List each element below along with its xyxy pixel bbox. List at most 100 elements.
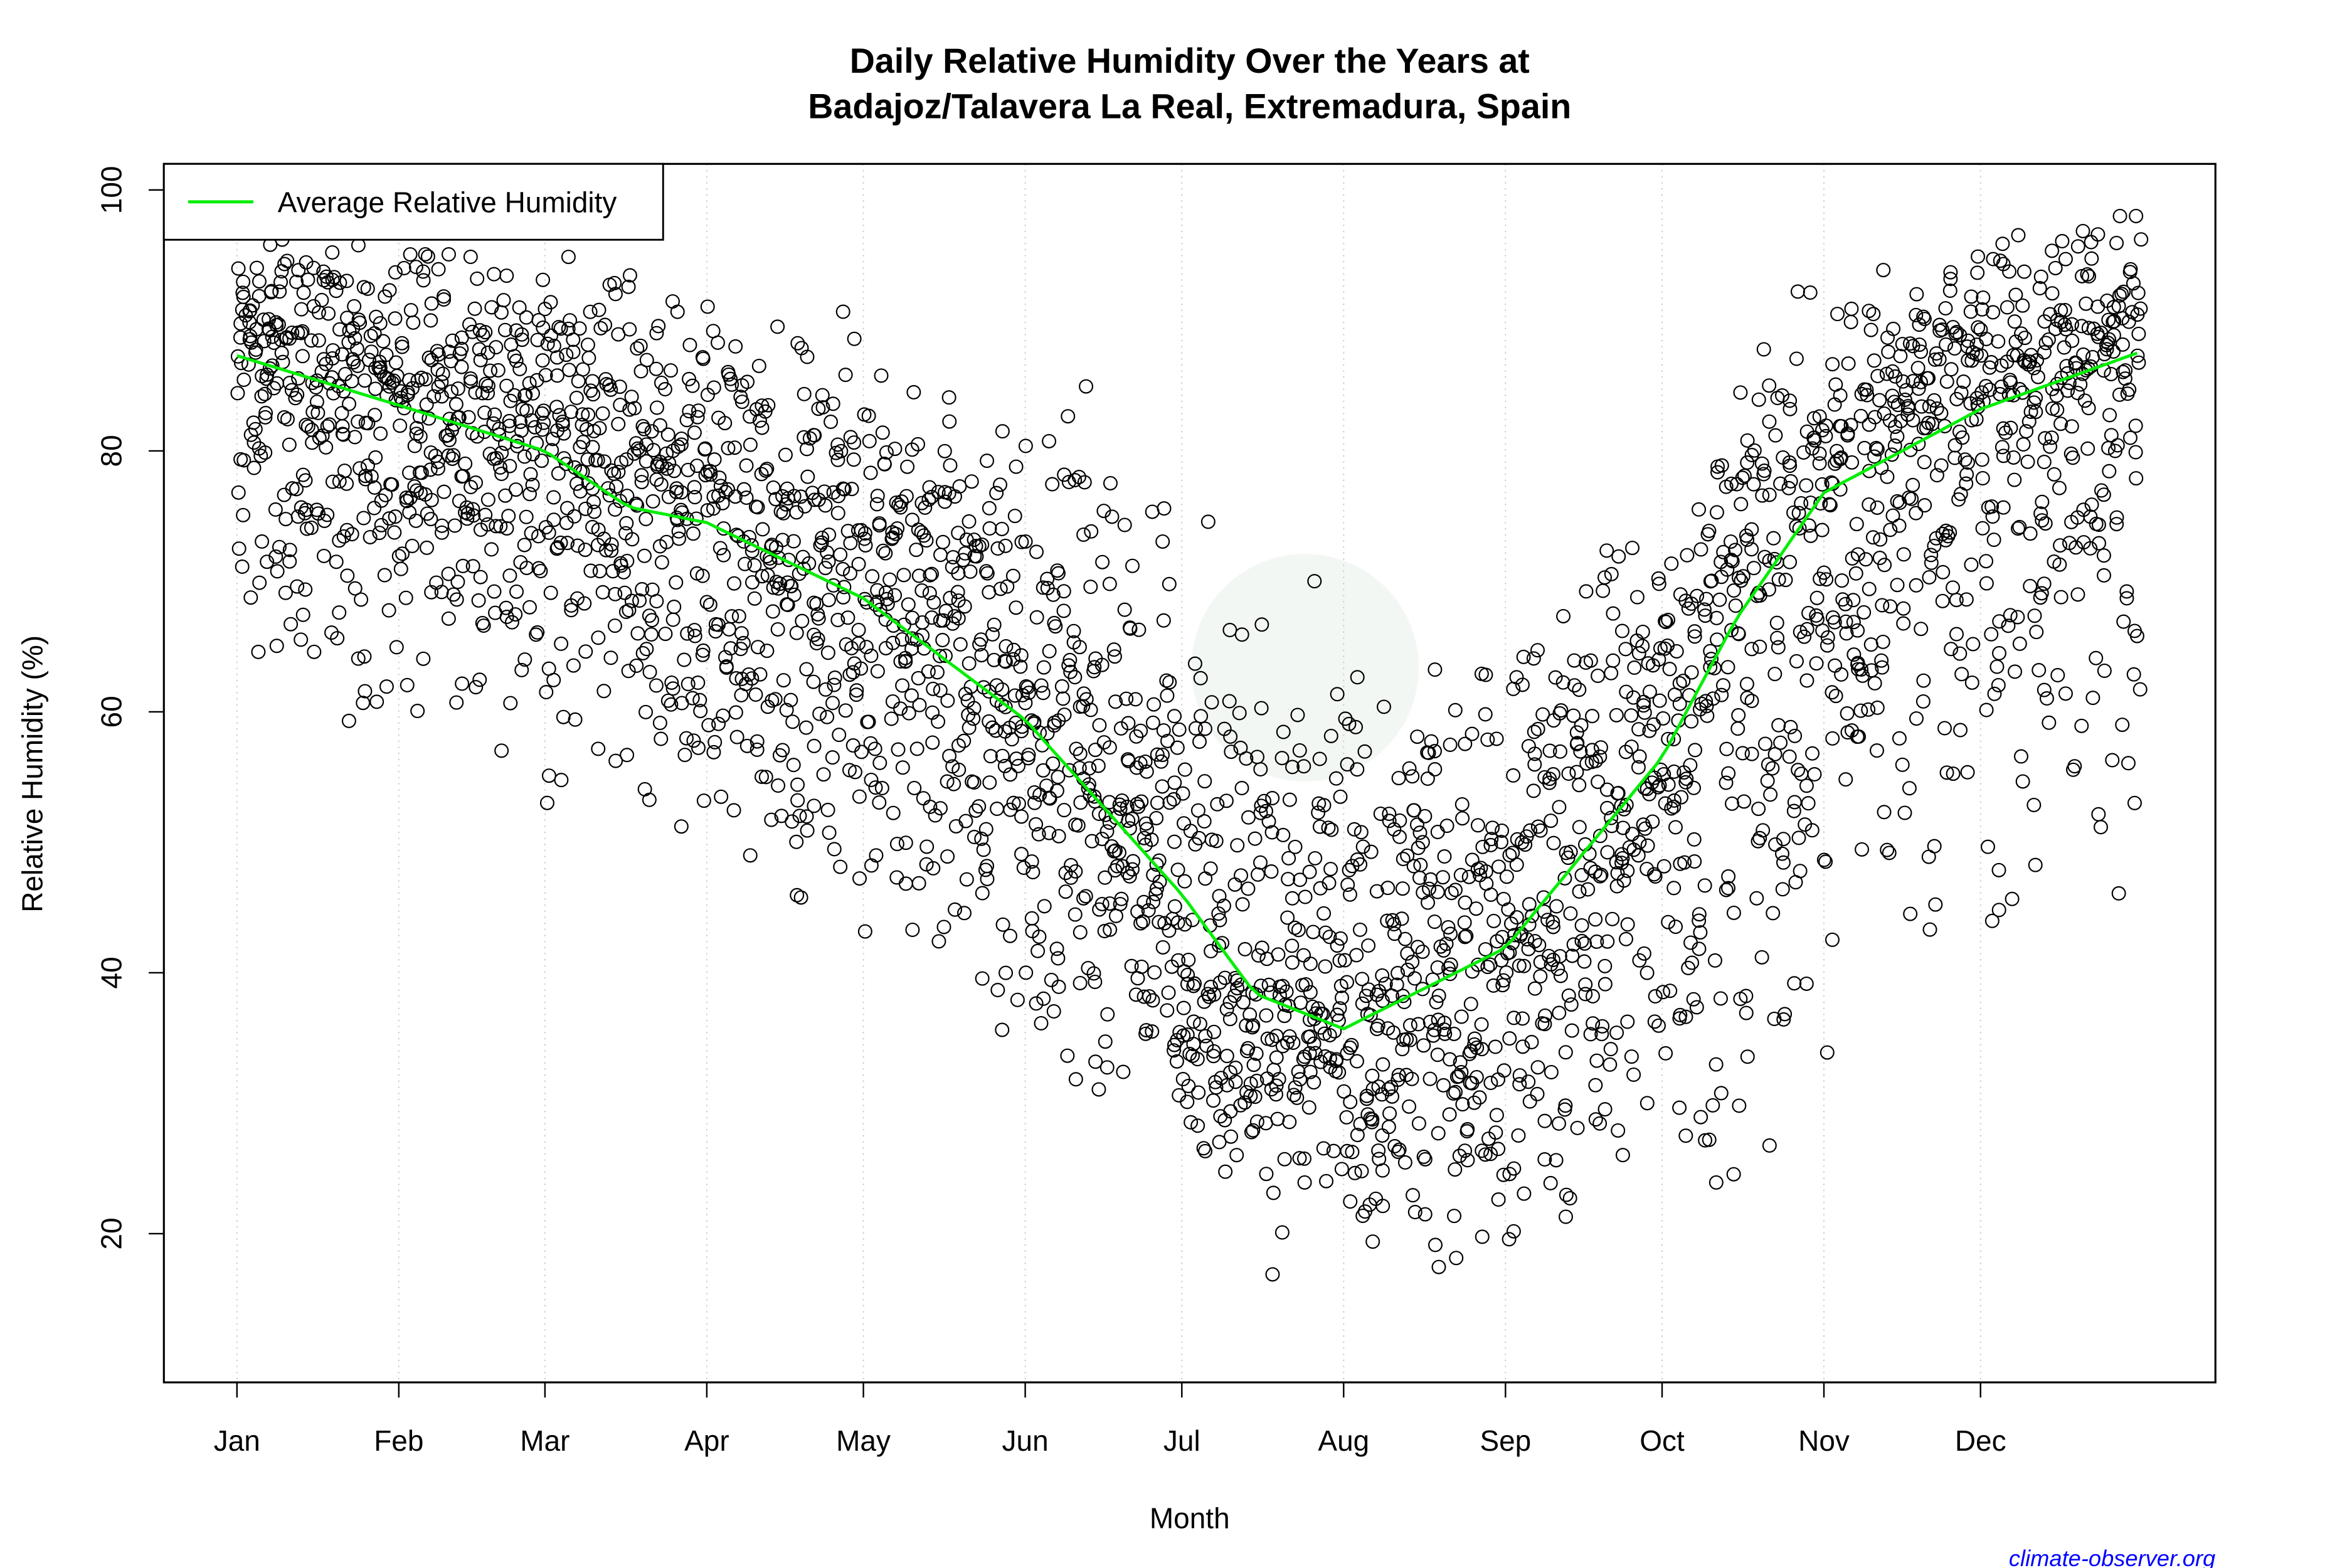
data-point xyxy=(1138,754,1153,769)
data-point xyxy=(416,651,431,666)
data-point xyxy=(1561,988,1576,1003)
data-point xyxy=(685,691,700,706)
data-point xyxy=(827,670,842,686)
data-point xyxy=(638,704,654,719)
data-point xyxy=(1335,990,1350,1005)
data-point xyxy=(2058,252,2073,267)
data-point xyxy=(580,452,595,467)
legend: Average Relative Humidity xyxy=(162,162,664,241)
x-tick-label: Dec xyxy=(1955,1424,2006,1457)
data-point xyxy=(1047,718,1062,733)
data-point xyxy=(1357,744,1372,759)
data-point xyxy=(398,590,413,605)
data-point xyxy=(304,520,319,535)
data-point xyxy=(517,449,532,464)
data-point xyxy=(1666,764,1682,779)
data-point xyxy=(943,458,958,473)
data-point xyxy=(844,482,859,497)
data-point xyxy=(1942,525,1957,540)
data-point xyxy=(504,615,519,630)
data-point xyxy=(894,632,909,647)
data-point xyxy=(1375,1057,1391,1072)
data-point xyxy=(1185,1048,1200,1063)
data-point xyxy=(489,519,504,534)
data-point xyxy=(510,438,525,453)
data-point xyxy=(1581,882,1596,897)
data-point xyxy=(620,489,635,504)
data-point xyxy=(2076,347,2091,362)
data-point xyxy=(972,539,987,554)
data-point xyxy=(1560,850,1576,866)
data-point xyxy=(1566,937,1581,952)
data-point xyxy=(914,615,930,630)
data-point xyxy=(1845,455,1860,470)
data-point xyxy=(1765,761,1780,776)
data-point xyxy=(1402,761,1417,776)
data-point xyxy=(2052,557,2067,572)
data-point xyxy=(549,368,564,383)
data-point xyxy=(1478,942,1493,957)
data-point xyxy=(1249,1046,1264,1061)
data-point xyxy=(1067,670,1083,685)
data-point xyxy=(1290,707,1305,723)
data-point xyxy=(2082,269,2097,284)
data-point xyxy=(867,741,882,756)
data-point xyxy=(1448,1084,1463,1099)
data-point xyxy=(1564,1023,1579,1038)
data-point xyxy=(686,526,701,541)
data-point xyxy=(1249,1114,1264,1129)
data-point xyxy=(1876,263,1891,278)
data-point xyxy=(1382,813,1397,829)
data-point xyxy=(734,626,749,641)
data-point xyxy=(1381,1082,1396,1097)
data-point xyxy=(529,627,544,642)
data-point xyxy=(1774,846,1789,861)
data-point xyxy=(1100,1007,1115,1022)
data-point xyxy=(1152,874,1167,889)
data-point xyxy=(2115,718,2130,733)
data-point xyxy=(386,373,401,388)
data-point xyxy=(1910,361,1926,376)
data-point xyxy=(816,767,831,782)
data-point xyxy=(556,426,571,441)
data-point xyxy=(564,603,579,618)
data-point xyxy=(1411,1116,1426,1131)
credit-link[interactable]: climate-observer.org xyxy=(2009,1545,2215,1568)
data-point xyxy=(1975,521,1990,536)
data-point xyxy=(420,249,435,264)
data-point xyxy=(1375,1199,1391,1214)
data-point xyxy=(1631,760,1646,775)
data-point xyxy=(1578,977,1593,992)
data-point xyxy=(1032,930,1047,945)
data-point xyxy=(2006,450,2021,465)
data-point xyxy=(1822,497,1837,512)
data-point xyxy=(502,458,517,474)
data-point xyxy=(1880,842,1895,857)
data-point xyxy=(835,561,850,576)
data-point xyxy=(861,714,876,729)
data-point xyxy=(282,554,297,569)
data-point xyxy=(2064,419,2079,434)
data-point xyxy=(273,275,289,290)
data-point xyxy=(464,480,479,495)
data-point xyxy=(2126,667,2141,682)
data-point xyxy=(1485,820,1500,835)
data-point xyxy=(1155,534,1170,549)
data-point xyxy=(1021,686,1036,701)
data-point xyxy=(1526,783,1541,798)
data-point xyxy=(1073,924,1088,940)
data-point xyxy=(1719,882,1734,898)
data-point xyxy=(790,793,805,808)
data-point xyxy=(906,384,921,400)
data-point xyxy=(750,734,765,749)
data-point xyxy=(1198,1143,1213,1158)
x-axis: Jan Feb Mar Apr May Jun Jul Aug Sep Oct Nov Dec xyxy=(214,1381,2006,1457)
data-point xyxy=(1631,722,1646,737)
data-point xyxy=(1651,780,1666,795)
data-point xyxy=(391,549,406,564)
data-point xyxy=(1921,371,1936,386)
data-point xyxy=(1207,987,1222,1002)
data-point xyxy=(771,778,786,793)
data-point xyxy=(789,625,804,640)
data-point xyxy=(1030,943,1046,958)
